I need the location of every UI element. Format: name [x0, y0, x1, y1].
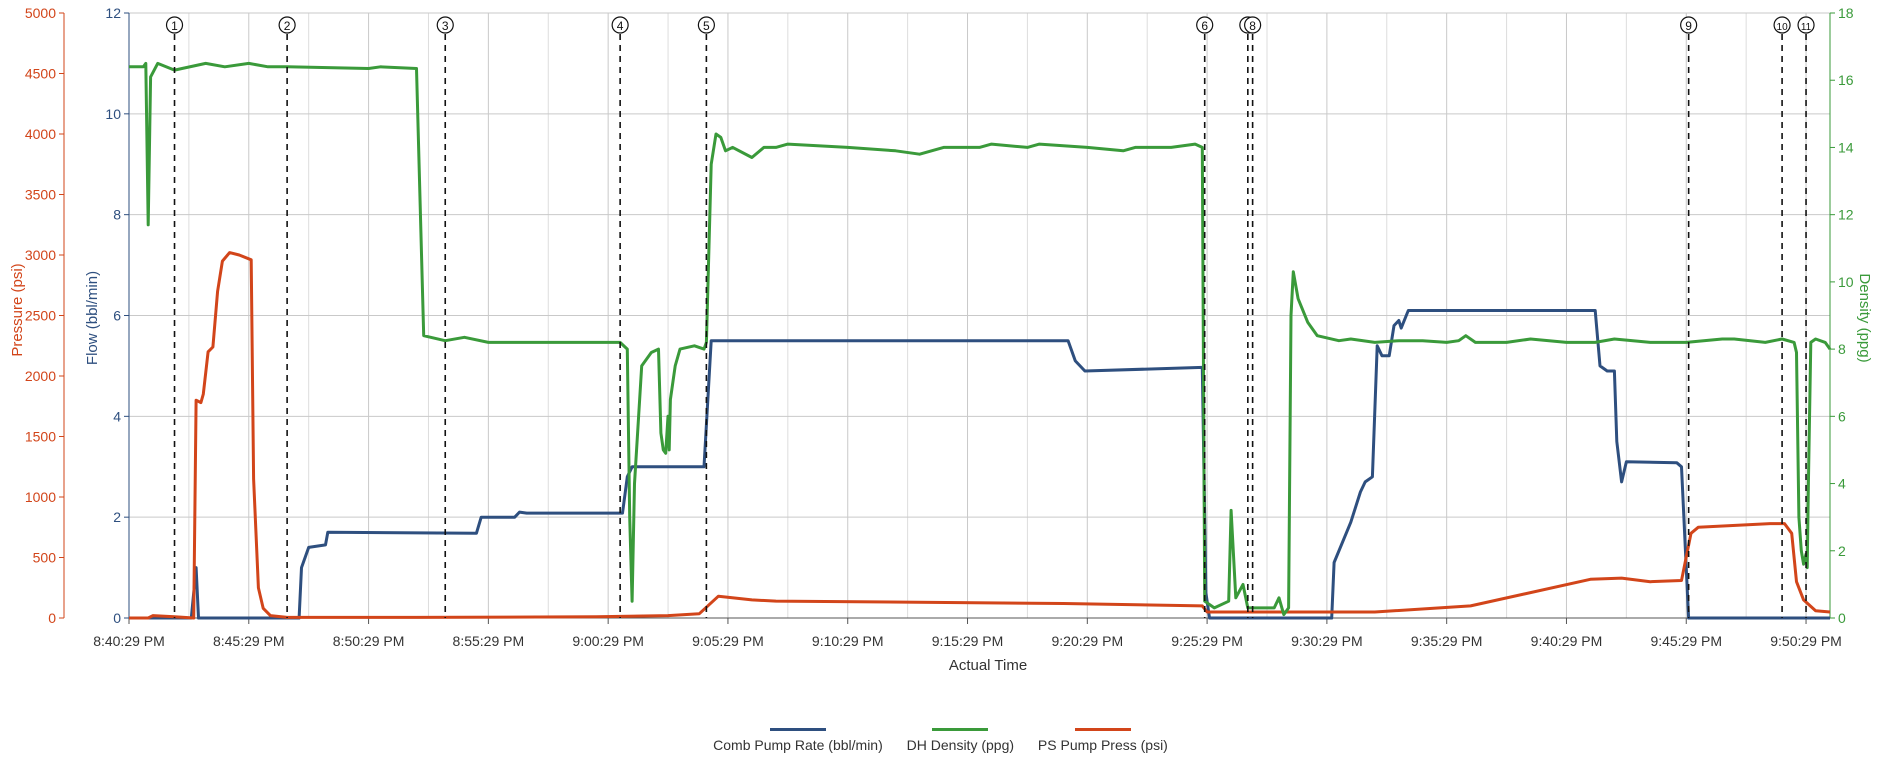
series-lines — [129, 61, 1832, 620]
pressure-tick-label: 500 — [33, 550, 57, 566]
flow-tick-label: 8 — [113, 207, 121, 223]
density-tick-label: 16 — [1838, 72, 1854, 88]
event-markers: 1234567891011 — [165, 16, 1815, 618]
legend-swatch-pressure — [1074, 728, 1131, 731]
x-tick-label: 9:05:29 PM — [692, 633, 764, 649]
event-marker-label: 5 — [703, 19, 710, 33]
legend-item-flow: Comb Pump Rate (bbl/min) — [713, 728, 883, 753]
x-axis-label: Actual Time — [949, 657, 1027, 674]
flow-tick-label: 12 — [105, 5, 121, 21]
event-marker-circle — [1196, 16, 1214, 34]
x-tick-label: 9:15:29 PM — [932, 633, 1004, 649]
event-marker-circle — [1680, 16, 1698, 34]
legend-label-density: DH Density (ppg) — [906, 737, 1015, 753]
legend: Comb Pump Rate (bbl/min) DH Density (ppg… — [0, 728, 1881, 753]
x-tick-label: 9:50:29 PM — [1770, 633, 1842, 649]
x-tick-label: 9:30:29 PM — [1291, 633, 1363, 649]
density-tick-label: 14 — [1838, 139, 1854, 155]
event-marker-label: 2 — [284, 19, 291, 33]
event-marker-label: 8 — [1249, 19, 1256, 33]
flow-tick-label: 0 — [113, 610, 121, 626]
pressure-tick-label: 1000 — [25, 489, 56, 505]
pressure-tick-label: 0 — [48, 610, 56, 626]
flow-tick-label: 4 — [113, 408, 121, 424]
density-tick-label: 18 — [1838, 5, 1854, 21]
series-line-flow — [129, 309, 1830, 620]
pressure-tick-label: 3000 — [25, 247, 56, 263]
pressure-tick-label: 4000 — [25, 126, 56, 142]
density-tick-label: 0 — [1838, 610, 1846, 626]
pressure-tick-label: 5000 — [25, 5, 56, 21]
x-tick-label: 8:55:29 PM — [453, 633, 525, 649]
pressure-tick-label: 2500 — [25, 308, 56, 324]
density-tick-label: 4 — [1838, 476, 1846, 492]
x-tick-label: 9:00:29 PM — [572, 633, 644, 649]
legend-item-pressure: PS Pump Press (psi) — [1038, 728, 1168, 753]
axes: 8:40:29 PM 8:45:29 PM 8:50:29 PM 8:55:29 PM… — [25, 5, 1854, 649]
legend-label-flow: Comb Pump Rate (bbl/min) — [713, 737, 883, 753]
x-tick-label: 9:25:29 PM — [1171, 633, 1243, 649]
series-line-density — [129, 61, 1832, 617]
x-tick-label: 9:10:29 PM — [812, 633, 884, 649]
legend-label-pressure: PS Pump Press (psi) — [1037, 737, 1168, 753]
event-marker-label: 4 — [617, 19, 624, 33]
event-marker-label: 3 — [442, 19, 449, 33]
event-marker-circle — [278, 16, 296, 34]
legend-swatch-flow — [769, 728, 826, 731]
flow-tick-label: 10 — [105, 106, 121, 122]
density-tick-label: 12 — [1838, 207, 1854, 223]
pressure-tick-label: 2000 — [25, 368, 56, 384]
event-marker-circle — [611, 16, 629, 34]
event-marker-label: 10 — [1777, 22, 1789, 33]
event-marker-circle — [436, 16, 454, 34]
flow-tick-label: 6 — [113, 308, 121, 324]
grid — [128, 12, 1830, 619]
x-tick-label: 8:45:29 PM — [213, 633, 285, 649]
event-marker-circle — [1244, 16, 1262, 34]
x-tick-label: 8:50:29 PM — [333, 633, 405, 649]
density-tick-label: 10 — [1838, 274, 1854, 290]
pressure-axis-label: Pressure (psi) — [9, 263, 26, 356]
x-tick-label: 9:40:29 PM — [1531, 633, 1603, 649]
flow-tick-label: 2 — [113, 509, 121, 525]
density-axis-label: Density (ppg) — [1856, 273, 1873, 362]
event-marker-circle — [1797, 16, 1815, 34]
x-tick-label: 8:40:29 PM — [93, 633, 165, 649]
series-line-pressure — [129, 251, 1831, 620]
event-marker-circle — [697, 16, 715, 34]
event-marker-label: 9 — [1685, 19, 1692, 33]
x-tick-label: 9:35:29 PM — [1411, 633, 1483, 649]
flow-axis-label: Flow (bbl/min) — [84, 271, 101, 365]
density-tick-label: 6 — [1838, 408, 1846, 424]
x-tick-label: 9:45:29 PM — [1650, 633, 1722, 649]
density-tick-label: 2 — [1838, 543, 1846, 559]
event-marker-circle — [1773, 16, 1791, 34]
pressure-tick-label: 1500 — [25, 429, 56, 445]
pressure-tick-label: 3500 — [25, 187, 56, 203]
legend-swatch-density — [932, 728, 989, 731]
density-tick-label: 8 — [1838, 341, 1846, 357]
legend-item-density: DH Density (ppg) — [907, 728, 1014, 753]
event-marker-circle — [165, 16, 184, 34]
event-marker-label: 6 — [1201, 19, 1208, 33]
event-marker-label: 11 — [1801, 22, 1812, 33]
event-marker-label: 1 — [171, 19, 178, 33]
x-tick-label: 9:20:29 PM — [1052, 633, 1124, 649]
pressure-tick-label: 4500 — [25, 66, 56, 82]
